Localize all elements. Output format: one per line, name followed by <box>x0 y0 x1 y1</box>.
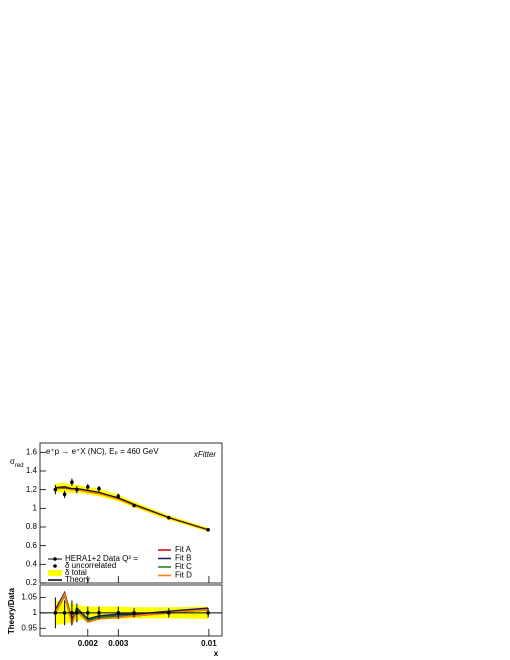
data-point <box>62 492 67 497</box>
y-tick-label: 1.2 <box>26 485 38 494</box>
error-band <box>55 483 209 532</box>
y-tick-label: 0.2 <box>26 578 38 587</box>
data-point <box>75 611 79 615</box>
plot-frame <box>39 584 223 637</box>
data-point <box>70 611 74 615</box>
y-axis-label-sub: red <box>15 463 24 469</box>
y-axis-label-main: σ <box>10 457 15 466</box>
x-tick-label: 0.002 <box>78 639 99 648</box>
theory-line <box>55 487 209 531</box>
chart-title: e⁺p → e⁺X (NC), Eₚ = 460 GeV <box>46 447 159 456</box>
fit-ratio-line <box>54 591 209 627</box>
data-point <box>132 611 136 615</box>
data-point <box>167 515 171 520</box>
y-tick-label: 0.6 <box>26 541 38 550</box>
data-point <box>53 487 58 492</box>
legend-label: Fit B <box>175 554 191 563</box>
data-point <box>97 486 101 491</box>
legend-total-swatch <box>48 570 62 576</box>
legend-data-marker <box>53 557 57 561</box>
y-tick-label: 0.4 <box>26 559 38 568</box>
legend-label: Fit C <box>175 562 192 571</box>
y-axis-label: Theory/Data <box>7 587 16 634</box>
y-tick-label: 1.6 <box>26 447 38 456</box>
legend-label: HERA1+2 Data Q² = <box>65 554 138 563</box>
data-point <box>62 611 67 615</box>
y-tick-label: 0.8 <box>26 522 38 531</box>
data-point <box>85 485 90 489</box>
x-axis-label: x <box>214 649 219 658</box>
legend-uncorr-marker <box>53 564 57 568</box>
y-tick-label: 1.4 <box>26 466 38 475</box>
y-tick-label: 1 <box>33 503 38 512</box>
data-point <box>75 487 79 492</box>
data-point <box>206 611 210 615</box>
data-point <box>70 480 74 485</box>
legend-label: Fit A <box>175 545 192 554</box>
data-point <box>167 611 171 615</box>
plot-frame <box>39 442 223 584</box>
logo: xFitter <box>193 450 217 459</box>
y-tick-label: 0.95 <box>21 623 37 632</box>
data-point <box>53 611 58 615</box>
legend-label: Fit D <box>175 571 192 580</box>
data-point <box>116 611 121 615</box>
data-point <box>206 528 210 532</box>
y-tick-label: 1 <box>33 608 38 617</box>
legend-label: δ uncorrelated <box>65 561 116 570</box>
data-point <box>85 611 90 615</box>
data-point <box>116 494 121 499</box>
y-tick-label: 1.05 <box>21 592 37 601</box>
x-tick-label: 0.01 <box>201 639 217 648</box>
legend-label: δ total <box>65 568 87 577</box>
legend-label: Theory <box>65 575 90 584</box>
fit-line <box>55 486 209 531</box>
data-point <box>97 611 101 615</box>
data-point <box>132 503 136 508</box>
x-tick-label: 0.003 <box>108 639 129 648</box>
y-axis-label: σred <box>10 457 24 468</box>
